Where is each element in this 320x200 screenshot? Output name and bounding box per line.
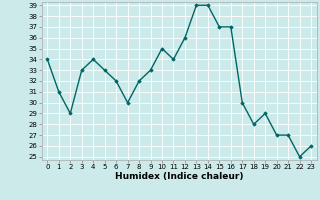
X-axis label: Humidex (Indice chaleur): Humidex (Indice chaleur)	[115, 172, 244, 181]
